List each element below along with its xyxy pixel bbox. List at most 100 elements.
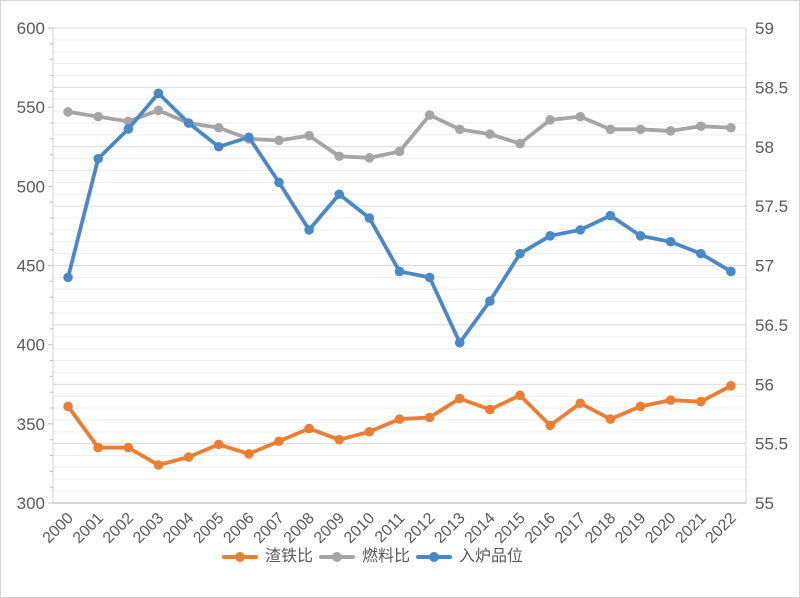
legend-item-ore-grade[interactable]: 入炉品位 [416, 549, 523, 565]
fuel-ratio-data-point [274, 135, 284, 146]
ore-grade-data-point [63, 272, 73, 283]
slag-iron-ratio-data-point [304, 423, 314, 434]
slag-iron-ratio-data-point [696, 396, 706, 407]
fuel-ratio-data-point [454, 124, 465, 135]
slag-iron-ratio-data-point [424, 412, 435, 423]
ore-grade-data-point [244, 132, 254, 143]
x-axis-tick-label: 2020 [642, 510, 679, 547]
ore-grade-data-point [545, 231, 555, 241]
slag-iron-ratio-data-point [123, 442, 134, 453]
x-axis-tick-label: 2006 [220, 510, 257, 547]
x-axis-tick-label: 2007 [251, 510, 288, 547]
slag-iron-ratio-legend-marker-icon [221, 551, 258, 563]
slag-iron-ratio-data-point [334, 434, 345, 445]
slag-iron-ratio-data-point [545, 420, 555, 431]
ore-grade-data-point [515, 248, 525, 259]
y-axis-tick-label-left: 500 [17, 177, 45, 196]
x-axis-tick-label: 2014 [462, 510, 499, 547]
ore-grade-data-point [304, 225, 314, 235]
ore-grade-data-point [575, 225, 586, 235]
x-axis-tick-label: 2008 [281, 510, 318, 547]
fuel-ratio-data-point [575, 111, 586, 122]
slag-iron-ratio-data-point [726, 381, 736, 391]
ore-grade-data-point [424, 272, 435, 283]
legend-label-slag-iron-ratio: 渣铁比 [264, 548, 313, 565]
fuel-ratio-data-point [545, 115, 555, 125]
slag-iron-ratio-data-point [63, 401, 73, 412]
y-axis-tick-label-right: 56.5 [755, 316, 788, 335]
fuel-ratio-data-point [485, 129, 495, 139]
slag-iron-ratio-data-point [93, 442, 103, 453]
slag-iron-ratio-data-point [575, 398, 586, 409]
ore-grade-data-point [394, 266, 405, 277]
fuel-ratio-data-point [726, 122, 736, 133]
ore-grade-data-point [183, 118, 194, 128]
slag-iron-ratio-data-point [153, 460, 164, 470]
y-axis-tick-label-right: 58 [755, 138, 774, 157]
y-axis-tick-label-left: 550 [17, 98, 45, 117]
slag-iron-ratio-data-point [244, 449, 254, 459]
ore-grade-data-point [726, 266, 736, 277]
x-axis-tick-label: 2002 [100, 510, 137, 547]
y-axis-tick-label-left: 400 [17, 336, 45, 355]
slag-iron-ratio-data-point [274, 436, 284, 447]
ore-grade-legend-marker-icon [416, 551, 452, 563]
y-axis-tick-label-right: 57.5 [755, 197, 788, 216]
y-axis-tick-label-left: 350 [17, 415, 45, 434]
legend-item-fuel-ratio[interactable]: 燃料比 [318, 548, 410, 565]
x-axis-tick-label: 2001 [70, 510, 107, 547]
x-axis-tick-label: 2003 [130, 510, 167, 547]
ore-grade-data-point [213, 141, 224, 152]
fuel-ratio-data-point [605, 124, 616, 135]
fuel-ratio-data-point [696, 121, 706, 131]
x-axis-tick-label: 2000 [40, 510, 77, 547]
slag-iron-ratio-data-point [394, 414, 405, 424]
chart-legend: 渣铁比 燃料比 入炉品位 [1, 549, 744, 565]
y-axis-tick-label-right: 58.5 [755, 78, 788, 97]
x-axis-tick-label: 2010 [341, 510, 378, 547]
ore-grade-data-point [93, 153, 103, 164]
slag-iron-ratio-data-point [665, 395, 676, 405]
x-axis-tick-label: 2016 [522, 510, 559, 547]
legend-label-fuel-ratio: 燃料比 [361, 548, 410, 565]
slag-iron-ratio-data-point [213, 439, 224, 450]
slag-iron-ratio-data-point [183, 452, 194, 462]
ore-grade-data-point [605, 210, 616, 221]
y-axis-tick-label-left: 600 [17, 19, 45, 38]
fuel-ratio-legend-marker-icon [318, 551, 355, 563]
fuel-ratio-data-point [515, 138, 525, 149]
y-axis-tick-label-right: 59 [755, 19, 774, 38]
slag-iron-ratio-data-point [454, 393, 465, 404]
ore-grade-data-point [123, 124, 134, 134]
x-axis-tick-label: 2017 [552, 510, 589, 547]
fuel-ratio-data-point [394, 146, 405, 157]
y-axis-tick-label-right: 55.5 [755, 435, 788, 454]
fuel-ratio-data-point [665, 126, 676, 136]
y-axis-tick-label-right: 56 [755, 375, 774, 394]
ore-grade-data-point [485, 296, 495, 306]
fuel-ratio-data-point [635, 124, 646, 135]
fuel-ratio-data-point [334, 151, 345, 162]
fuel-ratio-data-point [304, 130, 314, 141]
fuel-ratio-data-point [93, 111, 103, 122]
x-axis-tick-label: 2009 [311, 510, 348, 547]
fuel-ratio-data-point [364, 153, 375, 163]
x-axis-tick-label: 2015 [492, 510, 529, 547]
slag-iron-ratio-data-point [515, 390, 525, 401]
x-axis-tick-label: 2022 [703, 510, 740, 547]
ore-grade-data-point [274, 177, 284, 188]
legend-item-slag-iron-ratio[interactable]: 渣铁比 [221, 548, 313, 565]
legend-label-ore-grade: 入炉品位 [459, 548, 524, 565]
ore-grade-data-point [635, 231, 646, 241]
y-axis-tick-label-left: 300 [17, 494, 45, 513]
x-axis-tick-label: 2019 [612, 510, 649, 547]
slag-iron-ratio-data-point [485, 404, 495, 415]
x-axis-tick-label: 2011 [372, 510, 408, 546]
x-axis-tick-label: 2004 [160, 510, 197, 547]
ore-grade-data-point [665, 236, 676, 247]
slag-iron-ratio-data-point [364, 426, 375, 437]
slag-iron-ratio-line [66, 383, 733, 467]
x-axis-tick-label: 2005 [190, 510, 227, 547]
